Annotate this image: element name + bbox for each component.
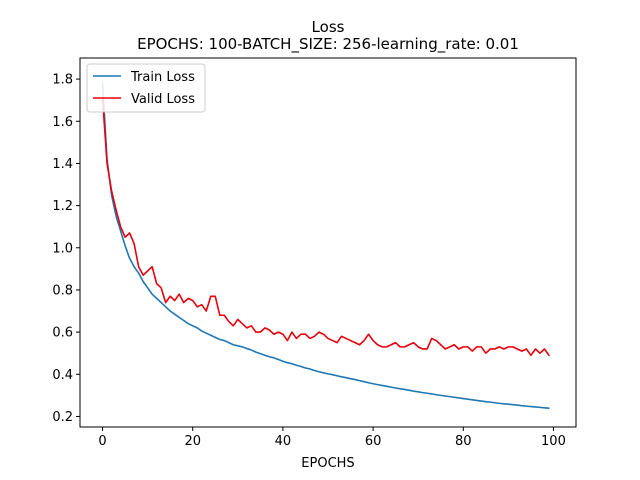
y-tick-label: 0.4 [52, 368, 73, 383]
legend: Train Loss Valid Loss [86, 63, 206, 113]
y-tick-label: 1.8 [52, 73, 73, 88]
y-tick-label: 0.6 [52, 326, 73, 341]
y-tick-label: 1.6 [52, 115, 73, 130]
chart-title: Loss [312, 18, 345, 36]
series-line-train-loss [101, 82, 550, 410]
x-tick-label: 80 [455, 434, 472, 449]
y-tick-label: 1.4 [52, 157, 73, 172]
x-tick-label: 0 [98, 434, 106, 449]
chart-subtitle: EPOCHS: 100-BATCH_SIZE: 256-learning_rat… [137, 35, 519, 54]
legend-label-valid-loss: Valid Loss [131, 92, 195, 107]
x-tick-label: 20 [184, 434, 201, 449]
plot-frame [79, 57, 577, 428]
series-line-valid-loss [101, 97, 550, 357]
x-tick-label: 40 [275, 434, 292, 449]
x-tick-label: 100 [541, 434, 566, 449]
legend-label-train-loss: Train Loss [130, 70, 195, 85]
y-tick-label: 1.2 [52, 199, 73, 214]
y-tick-label: 0.8 [52, 283, 73, 298]
x-tick-label: 60 [365, 434, 382, 449]
x-axis-label: EPOCHS [301, 456, 354, 471]
y-tick-label: 0.2 [52, 410, 73, 425]
plot-area: 0 20 40 60 80 100 0.2 0.4 0.6 0.8 1.0 1.2 1.4 1.6 1.8 [52, 57, 577, 449]
y-tick-label: 1.0 [52, 241, 73, 256]
